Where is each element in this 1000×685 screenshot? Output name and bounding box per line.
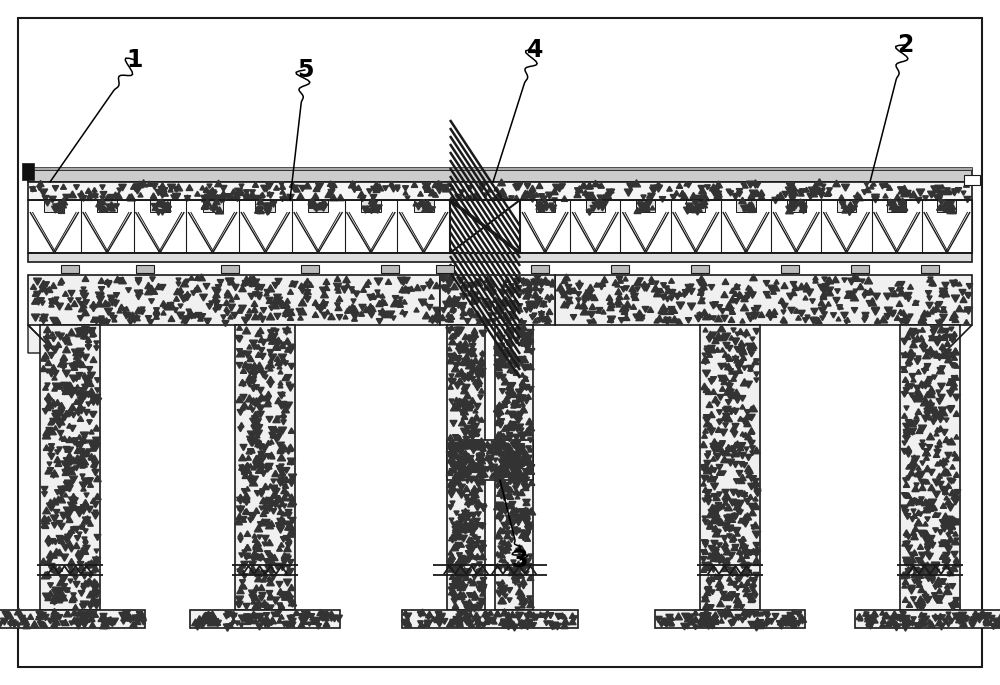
Polygon shape: [450, 200, 520, 253]
Polygon shape: [691, 265, 709, 273]
Polygon shape: [787, 200, 806, 212]
Polygon shape: [40, 325, 100, 610]
Polygon shape: [22, 163, 34, 180]
Polygon shape: [97, 200, 117, 212]
Text: 3: 3: [512, 548, 528, 572]
Polygon shape: [447, 440, 533, 480]
Polygon shape: [436, 265, 454, 273]
Polygon shape: [536, 200, 555, 212]
Polygon shape: [586, 200, 605, 212]
Polygon shape: [150, 200, 170, 212]
Polygon shape: [0, 610, 145, 628]
Polygon shape: [136, 265, 154, 273]
Polygon shape: [301, 265, 319, 273]
Polygon shape: [736, 200, 756, 212]
Polygon shape: [28, 182, 972, 200]
Polygon shape: [964, 175, 980, 185]
Text: 4: 4: [527, 38, 543, 62]
Polygon shape: [611, 265, 629, 273]
Polygon shape: [190, 610, 340, 628]
Polygon shape: [308, 200, 328, 212]
Polygon shape: [636, 200, 655, 212]
Polygon shape: [447, 325, 485, 610]
Text: 5: 5: [297, 58, 313, 82]
Polygon shape: [531, 265, 549, 273]
Polygon shape: [381, 265, 399, 273]
Text: 2: 2: [897, 33, 913, 57]
Polygon shape: [28, 253, 972, 262]
Polygon shape: [402, 610, 578, 628]
Polygon shape: [887, 200, 906, 212]
Polygon shape: [28, 275, 440, 325]
Polygon shape: [937, 200, 956, 212]
Polygon shape: [44, 200, 64, 212]
Polygon shape: [28, 167, 972, 170]
Polygon shape: [221, 265, 239, 273]
Polygon shape: [203, 200, 223, 212]
Polygon shape: [28, 325, 56, 353]
Polygon shape: [61, 265, 79, 273]
Polygon shape: [781, 265, 799, 273]
Polygon shape: [440, 275, 555, 325]
Polygon shape: [851, 265, 869, 273]
Polygon shape: [28, 170, 972, 182]
Polygon shape: [555, 275, 972, 325]
Polygon shape: [900, 325, 960, 610]
Polygon shape: [28, 200, 972, 253]
Polygon shape: [686, 200, 705, 212]
Polygon shape: [414, 200, 434, 212]
Polygon shape: [495, 325, 533, 610]
Polygon shape: [855, 610, 1000, 628]
Polygon shape: [921, 265, 939, 273]
Polygon shape: [700, 325, 760, 610]
Polygon shape: [255, 200, 275, 212]
Polygon shape: [235, 325, 295, 610]
Text: 1: 1: [127, 48, 143, 72]
Polygon shape: [655, 610, 805, 628]
Polygon shape: [361, 200, 381, 212]
Polygon shape: [837, 200, 856, 212]
